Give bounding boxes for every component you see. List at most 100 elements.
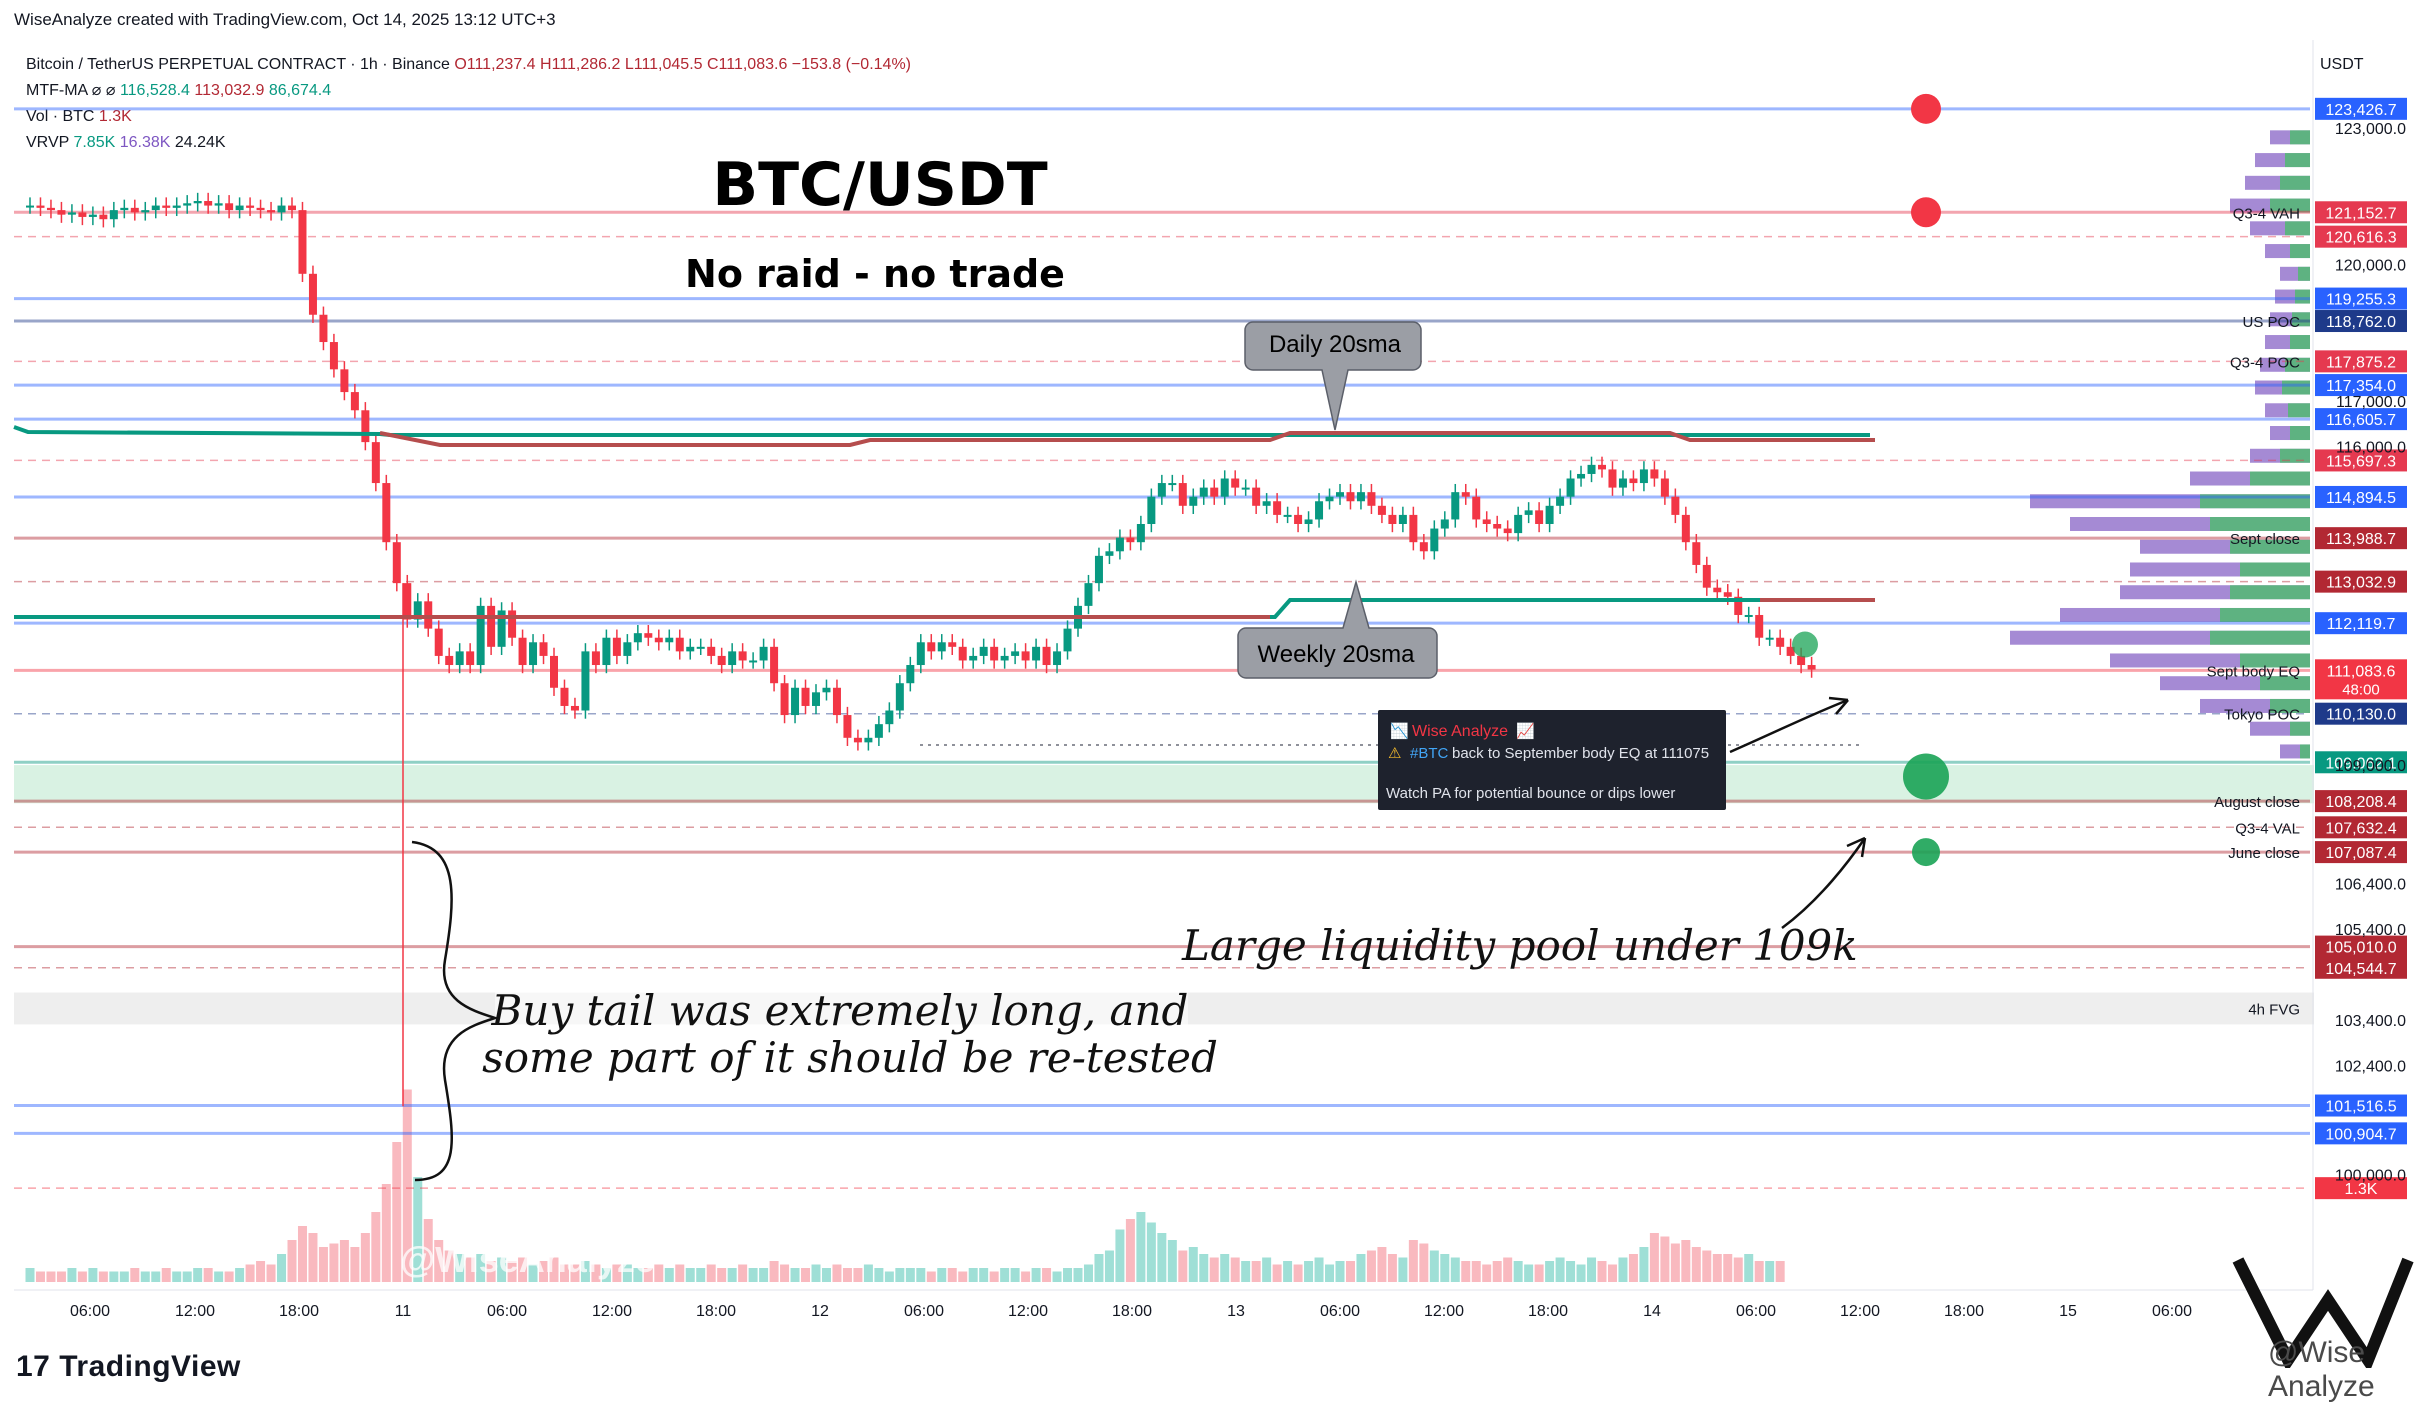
candlesticks[interactable] bbox=[26, 192, 1816, 1107]
axes: 123,426.7 121,152.7 Q3-4 VAH 120,616.3 119,2… bbox=[14, 40, 2407, 1320]
currency-selector[interactable]: USDT bbox=[2320, 56, 2364, 73]
x-tick-label: 15 bbox=[2059, 1303, 2077, 1320]
candle-body bbox=[1252, 487, 1261, 506]
candle-body bbox=[1598, 464, 1606, 470]
volume-bars bbox=[25, 1089, 1785, 1282]
volume-bar bbox=[1649, 1233, 1659, 1282]
price-label: 120,616.3 bbox=[2325, 230, 2396, 247]
candle-body bbox=[895, 683, 904, 711]
vrvp-up: 7.85K bbox=[73, 134, 116, 151]
volume-bar bbox=[56, 1271, 66, 1282]
volume-bar bbox=[811, 1264, 821, 1282]
weekly-sma-callout[interactable]: Weekly 20sma bbox=[1237, 579, 1438, 679]
volume-bar bbox=[1356, 1254, 1366, 1282]
volume-bar bbox=[1314, 1257, 1324, 1282]
idea-card[interactable]: 📉 Wise Analyze 📈 ⚠ #BTC back to Septembe… bbox=[1378, 710, 1726, 810]
volume-bar bbox=[780, 1264, 790, 1282]
price-label: 108,208.4 bbox=[2325, 794, 2396, 811]
candle-body bbox=[707, 646, 716, 656]
volume-bar bbox=[1524, 1264, 1534, 1282]
profile-bar-up bbox=[2280, 448, 2310, 463]
volume-bar bbox=[1178, 1250, 1188, 1282]
volume-bar bbox=[1366, 1250, 1376, 1282]
candle-body bbox=[1409, 514, 1418, 543]
candle-body bbox=[1419, 542, 1428, 552]
candle-body bbox=[958, 646, 967, 661]
volume-bar bbox=[1681, 1240, 1691, 1282]
vrvp-label: VRVP bbox=[26, 134, 69, 151]
price-label: 107,087.4 bbox=[2325, 845, 2396, 862]
volume-bar bbox=[1607, 1264, 1617, 1282]
vrvp-legend-row[interactable]: VRVP 7.85K 16.38K 24.24K bbox=[26, 130, 911, 156]
price-label-box bbox=[2315, 287, 2407, 310]
volume-bar bbox=[622, 1264, 632, 1282]
volume-bar bbox=[1031, 1268, 1041, 1282]
volume-bar bbox=[1513, 1261, 1523, 1282]
candle-body bbox=[1660, 478, 1669, 497]
volume-bar bbox=[1377, 1247, 1387, 1282]
price-label-box bbox=[2315, 97, 2407, 120]
volume-bar bbox=[937, 1268, 947, 1282]
tail-note-line1: Buy tail was extremely long, and bbox=[491, 986, 1189, 1035]
symbol-legend-row[interactable]: Bitcoin / TetherUS PERPETUAL CONTRACT · … bbox=[26, 52, 911, 78]
tradingview-logo[interactable]: 17 TradingView bbox=[16, 1350, 241, 1384]
price-label: 1.3K bbox=[2345, 1181, 2378, 1198]
candle-body bbox=[1210, 487, 1219, 497]
volume-bar bbox=[1419, 1243, 1429, 1282]
candle-body bbox=[1566, 478, 1575, 497]
price-label: 117,354.0 bbox=[2326, 378, 2396, 395]
y-tick-label: 109,000.0 bbox=[2335, 758, 2406, 775]
price-label-box bbox=[2315, 1122, 2407, 1145]
daily-sma-callout[interactable]: Daily 20sma bbox=[1244, 321, 1422, 431]
volume-bar bbox=[1733, 1257, 1743, 1282]
price-label: 107,632.4 bbox=[2325, 820, 2396, 837]
candle-body bbox=[350, 392, 359, 411]
candle-body bbox=[990, 646, 999, 661]
profile-bar-up bbox=[2285, 357, 2310, 372]
candle-body bbox=[120, 207, 129, 211]
candle-body bbox=[1032, 646, 1041, 661]
symbol-name[interactable]: Bitcoin / TetherUS PERPETUAL CONTRACT · … bbox=[26, 56, 450, 73]
x-tick-label: 11 bbox=[395, 1303, 412, 1320]
mtf-ma-legend-row[interactable]: MTF-MA ⌀ ⌀ 116,528.4 113,032.9 86,674.4 bbox=[26, 78, 911, 104]
volume-bar bbox=[633, 1268, 643, 1282]
volume-bar bbox=[1628, 1254, 1638, 1282]
candle-body bbox=[1608, 469, 1617, 488]
ohlc-change: −153.8 (−0.14%) bbox=[791, 56, 911, 73]
volume-bar bbox=[559, 1264, 569, 1282]
volume-bar bbox=[654, 1264, 664, 1282]
x-tick-label: 18:00 bbox=[696, 1303, 736, 1320]
volume-bar bbox=[455, 1254, 465, 1282]
y-tick-label: 106,400.0 bbox=[2335, 876, 2406, 893]
volume-bar bbox=[1566, 1261, 1576, 1282]
candle-body bbox=[340, 369, 349, 393]
volume-bar bbox=[67, 1268, 77, 1282]
volume-bar bbox=[266, 1264, 276, 1282]
candle-body bbox=[644, 633, 653, 638]
candle-body bbox=[1356, 492, 1365, 502]
x-tick-label: 18:00 bbox=[1112, 1303, 1152, 1320]
candle-body bbox=[1524, 510, 1533, 515]
candle-body bbox=[822, 687, 831, 693]
y-tick-label: 102,400.0 bbox=[2335, 1058, 2406, 1075]
volume-legend-row[interactable]: Vol · BTC 1.3K bbox=[26, 104, 911, 130]
candle-body bbox=[57, 210, 66, 215]
candle-body bbox=[738, 651, 747, 661]
price-label: 104,544.7 bbox=[2325, 961, 2396, 978]
volume-bar bbox=[1691, 1247, 1701, 1282]
volume-bar bbox=[1450, 1257, 1460, 1282]
price-label-box bbox=[2315, 956, 2407, 979]
candle-body bbox=[1535, 510, 1544, 524]
candle-body bbox=[382, 483, 391, 543]
volume-bar bbox=[1073, 1268, 1083, 1282]
price-label: 115,697.3 bbox=[2326, 453, 2396, 470]
candle-body bbox=[518, 637, 527, 666]
volume-bar bbox=[759, 1268, 769, 1282]
profile-bar-up bbox=[2290, 721, 2310, 736]
candle-body bbox=[1639, 469, 1648, 484]
volume-bar bbox=[172, 1271, 182, 1282]
candle-body bbox=[1189, 496, 1198, 506]
idea-card-tag[interactable]: #BTC bbox=[1410, 745, 1449, 762]
level-lines bbox=[14, 107, 2310, 1189]
